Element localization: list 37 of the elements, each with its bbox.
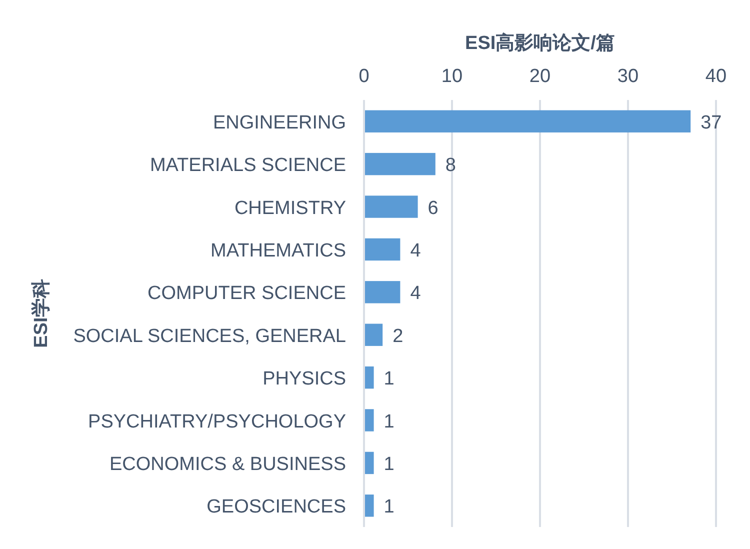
data-label: 37 (700, 112, 722, 134)
data-label: 6 (428, 198, 438, 219)
data-label: 4 (410, 283, 422, 304)
x-axis-title: ESI高影响论文/篇 (465, 32, 615, 54)
bar (365, 281, 400, 304)
data-label: 1 (384, 496, 394, 518)
y-tick-label: SOCIAL SCIENCES, GENERAL (73, 326, 346, 347)
data-label: 2 (392, 326, 404, 347)
x-tick-label: 0 (358, 66, 370, 87)
y-tick-label: PSYCHIATRY/PSYCHOLOGY (88, 411, 346, 432)
y-axis-title: ESI学科 (31, 279, 52, 348)
data-label: 1 (384, 454, 394, 475)
y-tick-label: MATERIALS SCIENCE (150, 155, 346, 176)
x-tick-label: 40 (705, 66, 727, 87)
y-tick-label: ECONOMICS & BUSINESS (110, 454, 346, 475)
bar (365, 409, 374, 432)
y-tick-label: GEOSCIENCES (206, 496, 346, 518)
data-label: 8 (445, 155, 456, 176)
bar (365, 452, 374, 474)
bar (365, 196, 418, 218)
y-tick-label: ENGINEERING (212, 112, 346, 134)
y-tick-label: MATHEMATICS (210, 240, 346, 262)
y-tick-label: COMPUTER SCIENCE (148, 283, 346, 304)
data-label: 1 (384, 368, 394, 390)
x-tick-label: 30 (617, 66, 639, 87)
y-tick-label: PHYSICS (262, 368, 346, 390)
bar (365, 152, 436, 176)
bar (365, 238, 400, 261)
data-label: 1 (384, 411, 394, 432)
y-tick-label: CHEMISTRY (234, 198, 346, 219)
data-label: 4 (410, 240, 422, 262)
x-tick-label: 20 (529, 66, 551, 87)
bar (365, 366, 374, 389)
bar (365, 324, 383, 346)
bar (365, 110, 691, 132)
bar (365, 494, 374, 517)
x-tick-label: 10 (441, 66, 463, 87)
